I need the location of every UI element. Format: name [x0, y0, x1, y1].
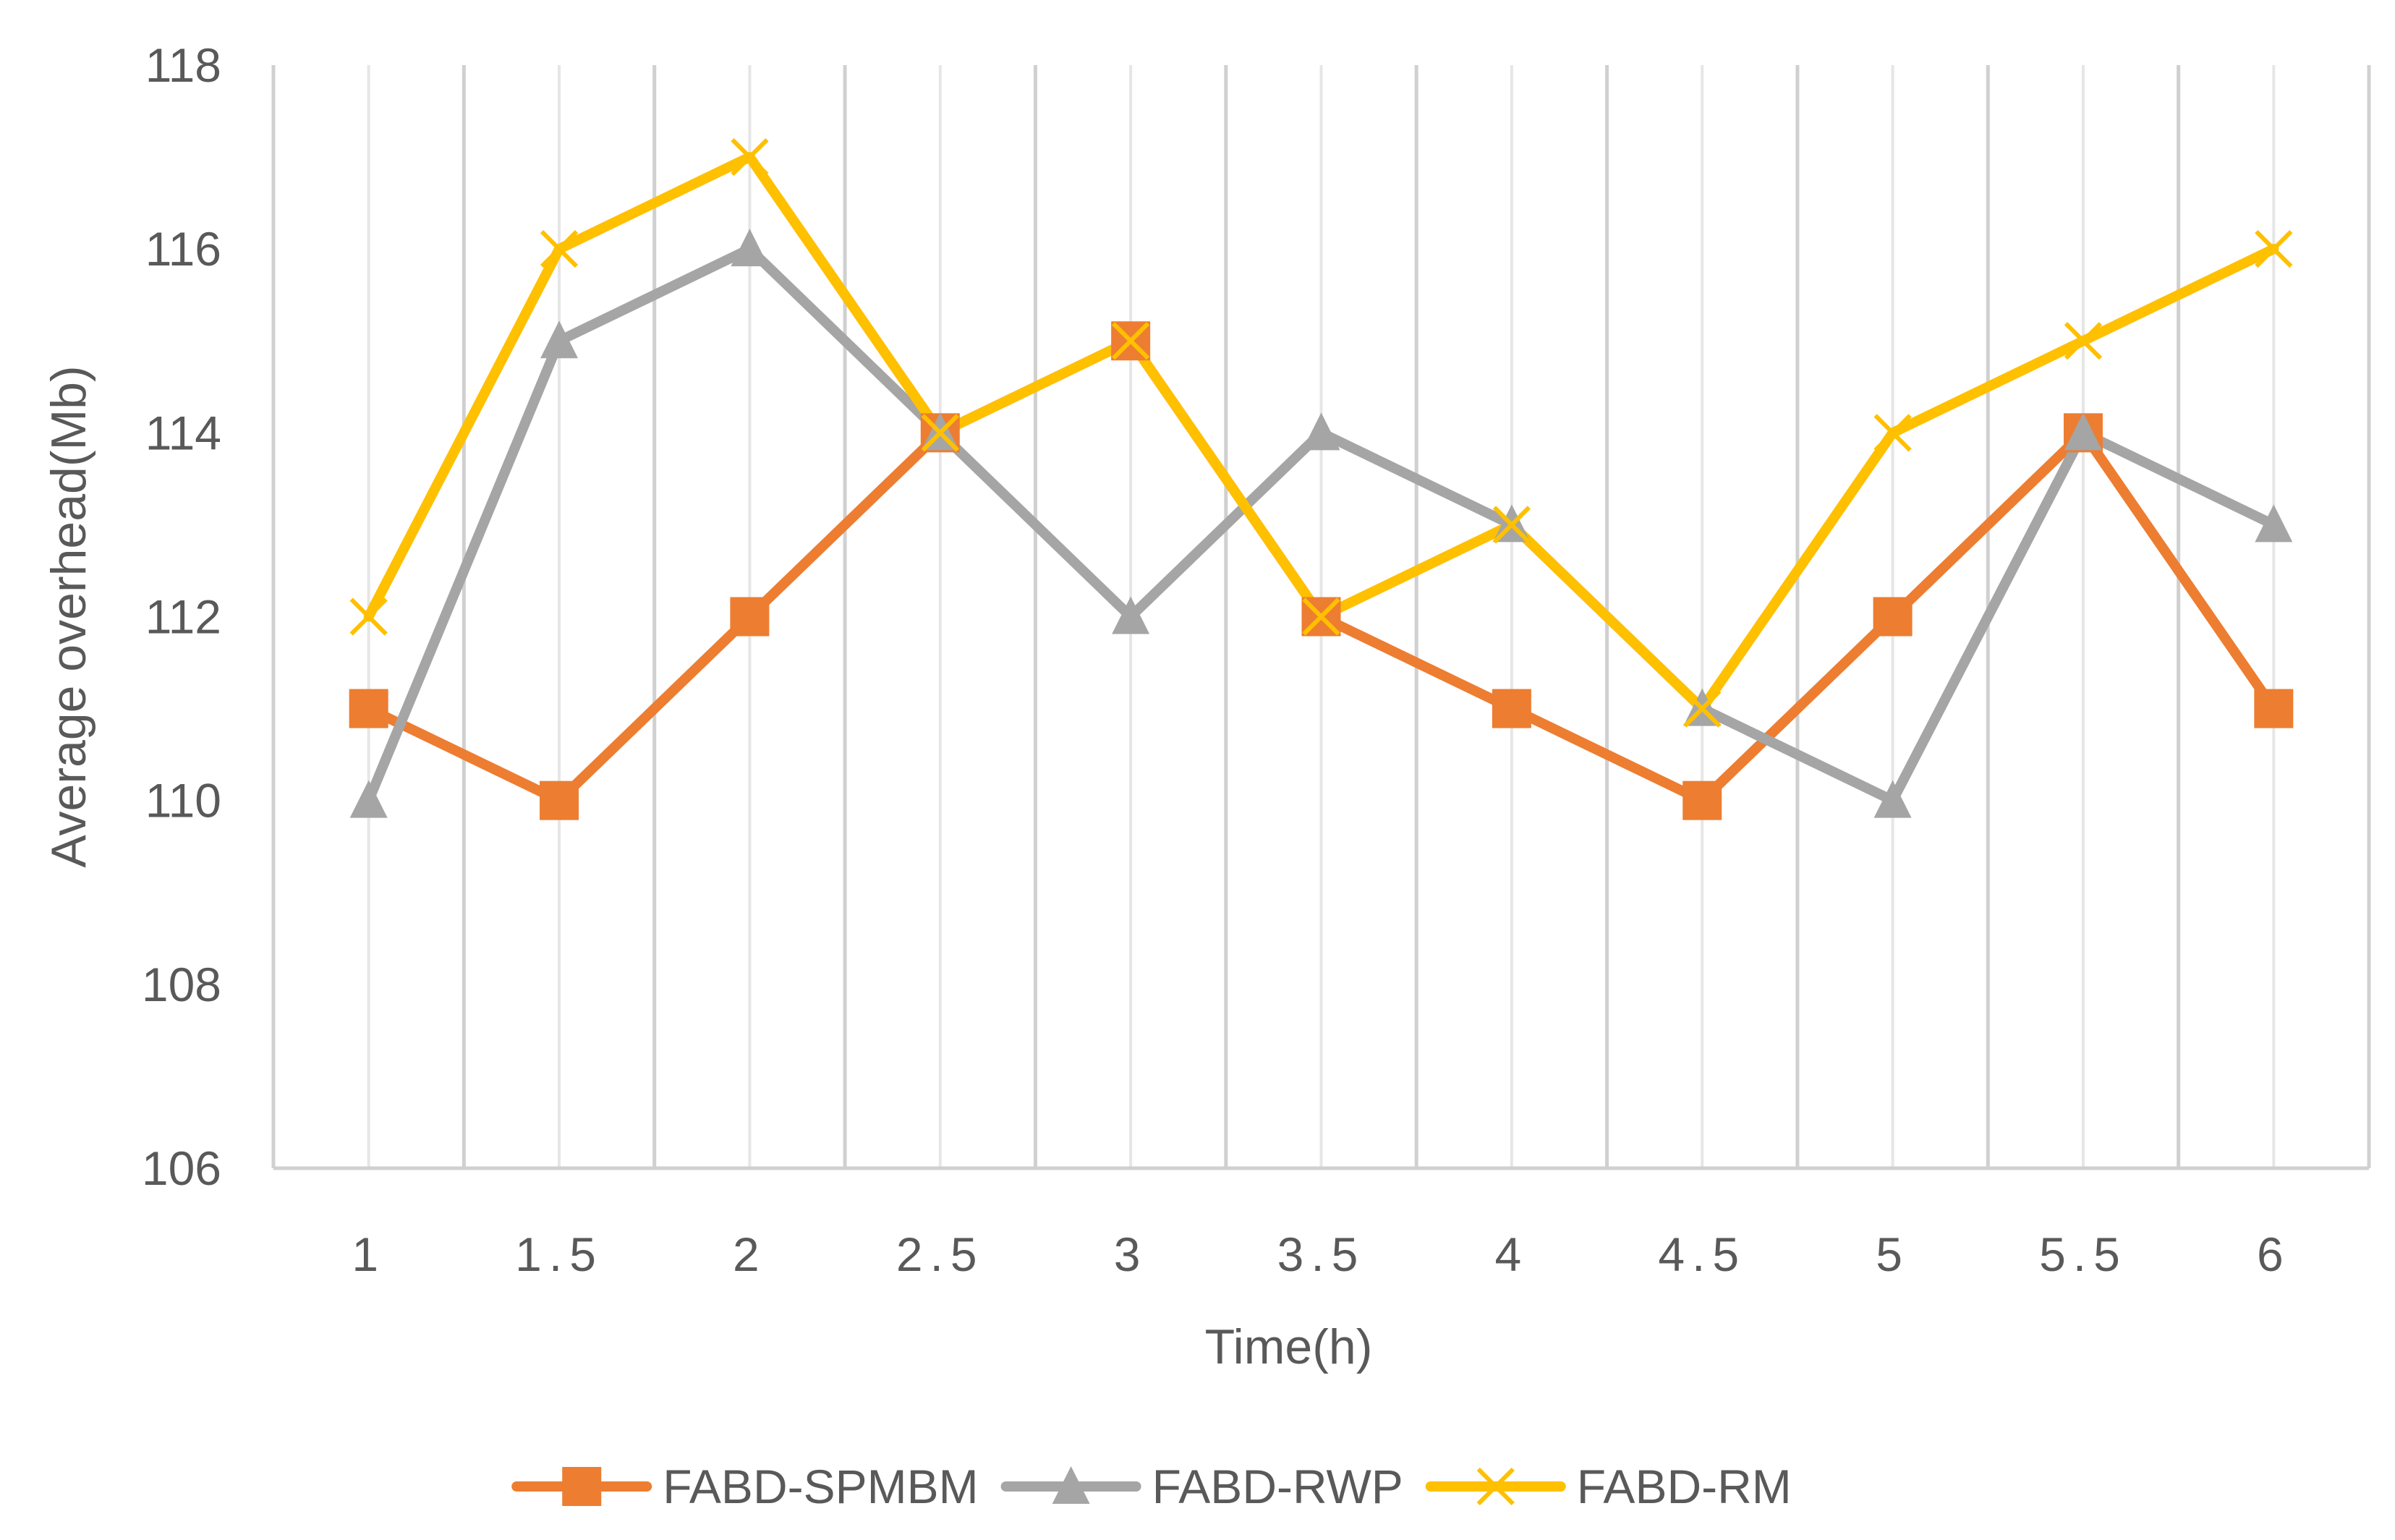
data-point-fabd-spmbm	[1873, 597, 1913, 637]
x-tick-label: 5.5	[2039, 1228, 2127, 1281]
data-point-fabd-rwp	[540, 320, 579, 359]
x-tick-label: 4.5	[1658, 1228, 1746, 1281]
x-tick-label: 1	[352, 1228, 386, 1281]
data-point-fabd-rwp	[2064, 412, 2102, 451]
legend-label: FABD-RWP	[1152, 1460, 1403, 1513]
data-point-fabd-rwp	[1112, 596, 1150, 634]
data-point-fabd-rm	[921, 414, 959, 452]
data-point-fabd-spmbm	[540, 780, 579, 820]
data-point-fabd-spmbm	[730, 597, 770, 637]
x-tick-label: 5	[1876, 1228, 1910, 1281]
legend-item-fabd-spmbm: FABD-SPMBM	[511, 1460, 979, 1513]
x-tick-label: 2.5	[896, 1228, 984, 1281]
x-tick-label: 3.5	[1277, 1228, 1366, 1281]
data-point-fabd-rm	[1873, 414, 1912, 452]
data-point-fabd-rm	[540, 230, 579, 268]
data-point-fabd-rm	[1683, 689, 1722, 728]
y-tick-label: 112	[145, 590, 221, 644]
data-point-fabd-rwp	[1302, 412, 1340, 451]
data-point-fabd-spmbm	[2254, 689, 2294, 728]
data-point-fabd-rwp	[2255, 504, 2293, 543]
legend-marker	[562, 1467, 602, 1506]
y-tick-label: 108	[142, 958, 221, 1011]
data-point-fabd-rm	[1492, 506, 1531, 544]
legend-item-fabd-rm: FABD-RM	[1425, 1460, 1792, 1513]
data-point-fabd-rm	[1112, 322, 1150, 360]
data-point-fabd-spmbm	[1683, 780, 1722, 820]
data-point-fabd-spmbm	[1492, 689, 1531, 728]
x-tick-label: 6	[2257, 1228, 2291, 1281]
y-tick-labels: 106 108 110 112 114 116 118	[142, 38, 221, 1195]
data-point-fabd-spmbm	[349, 689, 388, 728]
y-tick-label: 114	[145, 406, 221, 459]
legend-label: FABD-SPMBM	[663, 1460, 978, 1513]
data-point-fabd-rm	[2064, 322, 2103, 360]
x-tick-label: 4	[1495, 1228, 1529, 1281]
data-point-fabd-rwp	[349, 780, 388, 818]
y-tick-label: 106	[142, 1141, 221, 1195]
data-point-fabd-rm	[349, 597, 388, 636]
x-axis-title: Time(h)	[1205, 1319, 1373, 1374]
x-tick-label: 3	[1114, 1228, 1148, 1281]
y-axis-title: Average overhead(Mb)	[41, 365, 96, 867]
series-markers	[349, 137, 2294, 820]
y-tick-label: 110	[145, 774, 221, 828]
data-point-fabd-rm	[1302, 597, 1340, 636]
x-tick-label: 2	[733, 1228, 767, 1281]
data-point-fabd-rm	[731, 137, 769, 176]
legend-marker	[1476, 1467, 1515, 1506]
y-tick-label: 118	[145, 38, 221, 92]
data-point-fabd-rwp	[1873, 780, 1912, 818]
x-tick-labels: 1 1.5 2 2.5 3 3.5 4 4.5 5 5.5 6	[352, 1228, 2291, 1281]
legend-label: FABD-RM	[1577, 1460, 1792, 1513]
data-point-fabd-rm	[2255, 230, 2293, 268]
y-tick-label: 116	[145, 222, 221, 276]
legend: FABD-SPMBM FABD-RWP FABD-RM	[511, 1460, 1792, 1513]
legend-item-fabd-rwp: FABD-RWP	[1000, 1460, 1403, 1513]
legend-marker	[1052, 1466, 1090, 1504]
data-point-fabd-rwp	[731, 229, 769, 267]
x-tick-label: 1.5	[515, 1228, 603, 1281]
